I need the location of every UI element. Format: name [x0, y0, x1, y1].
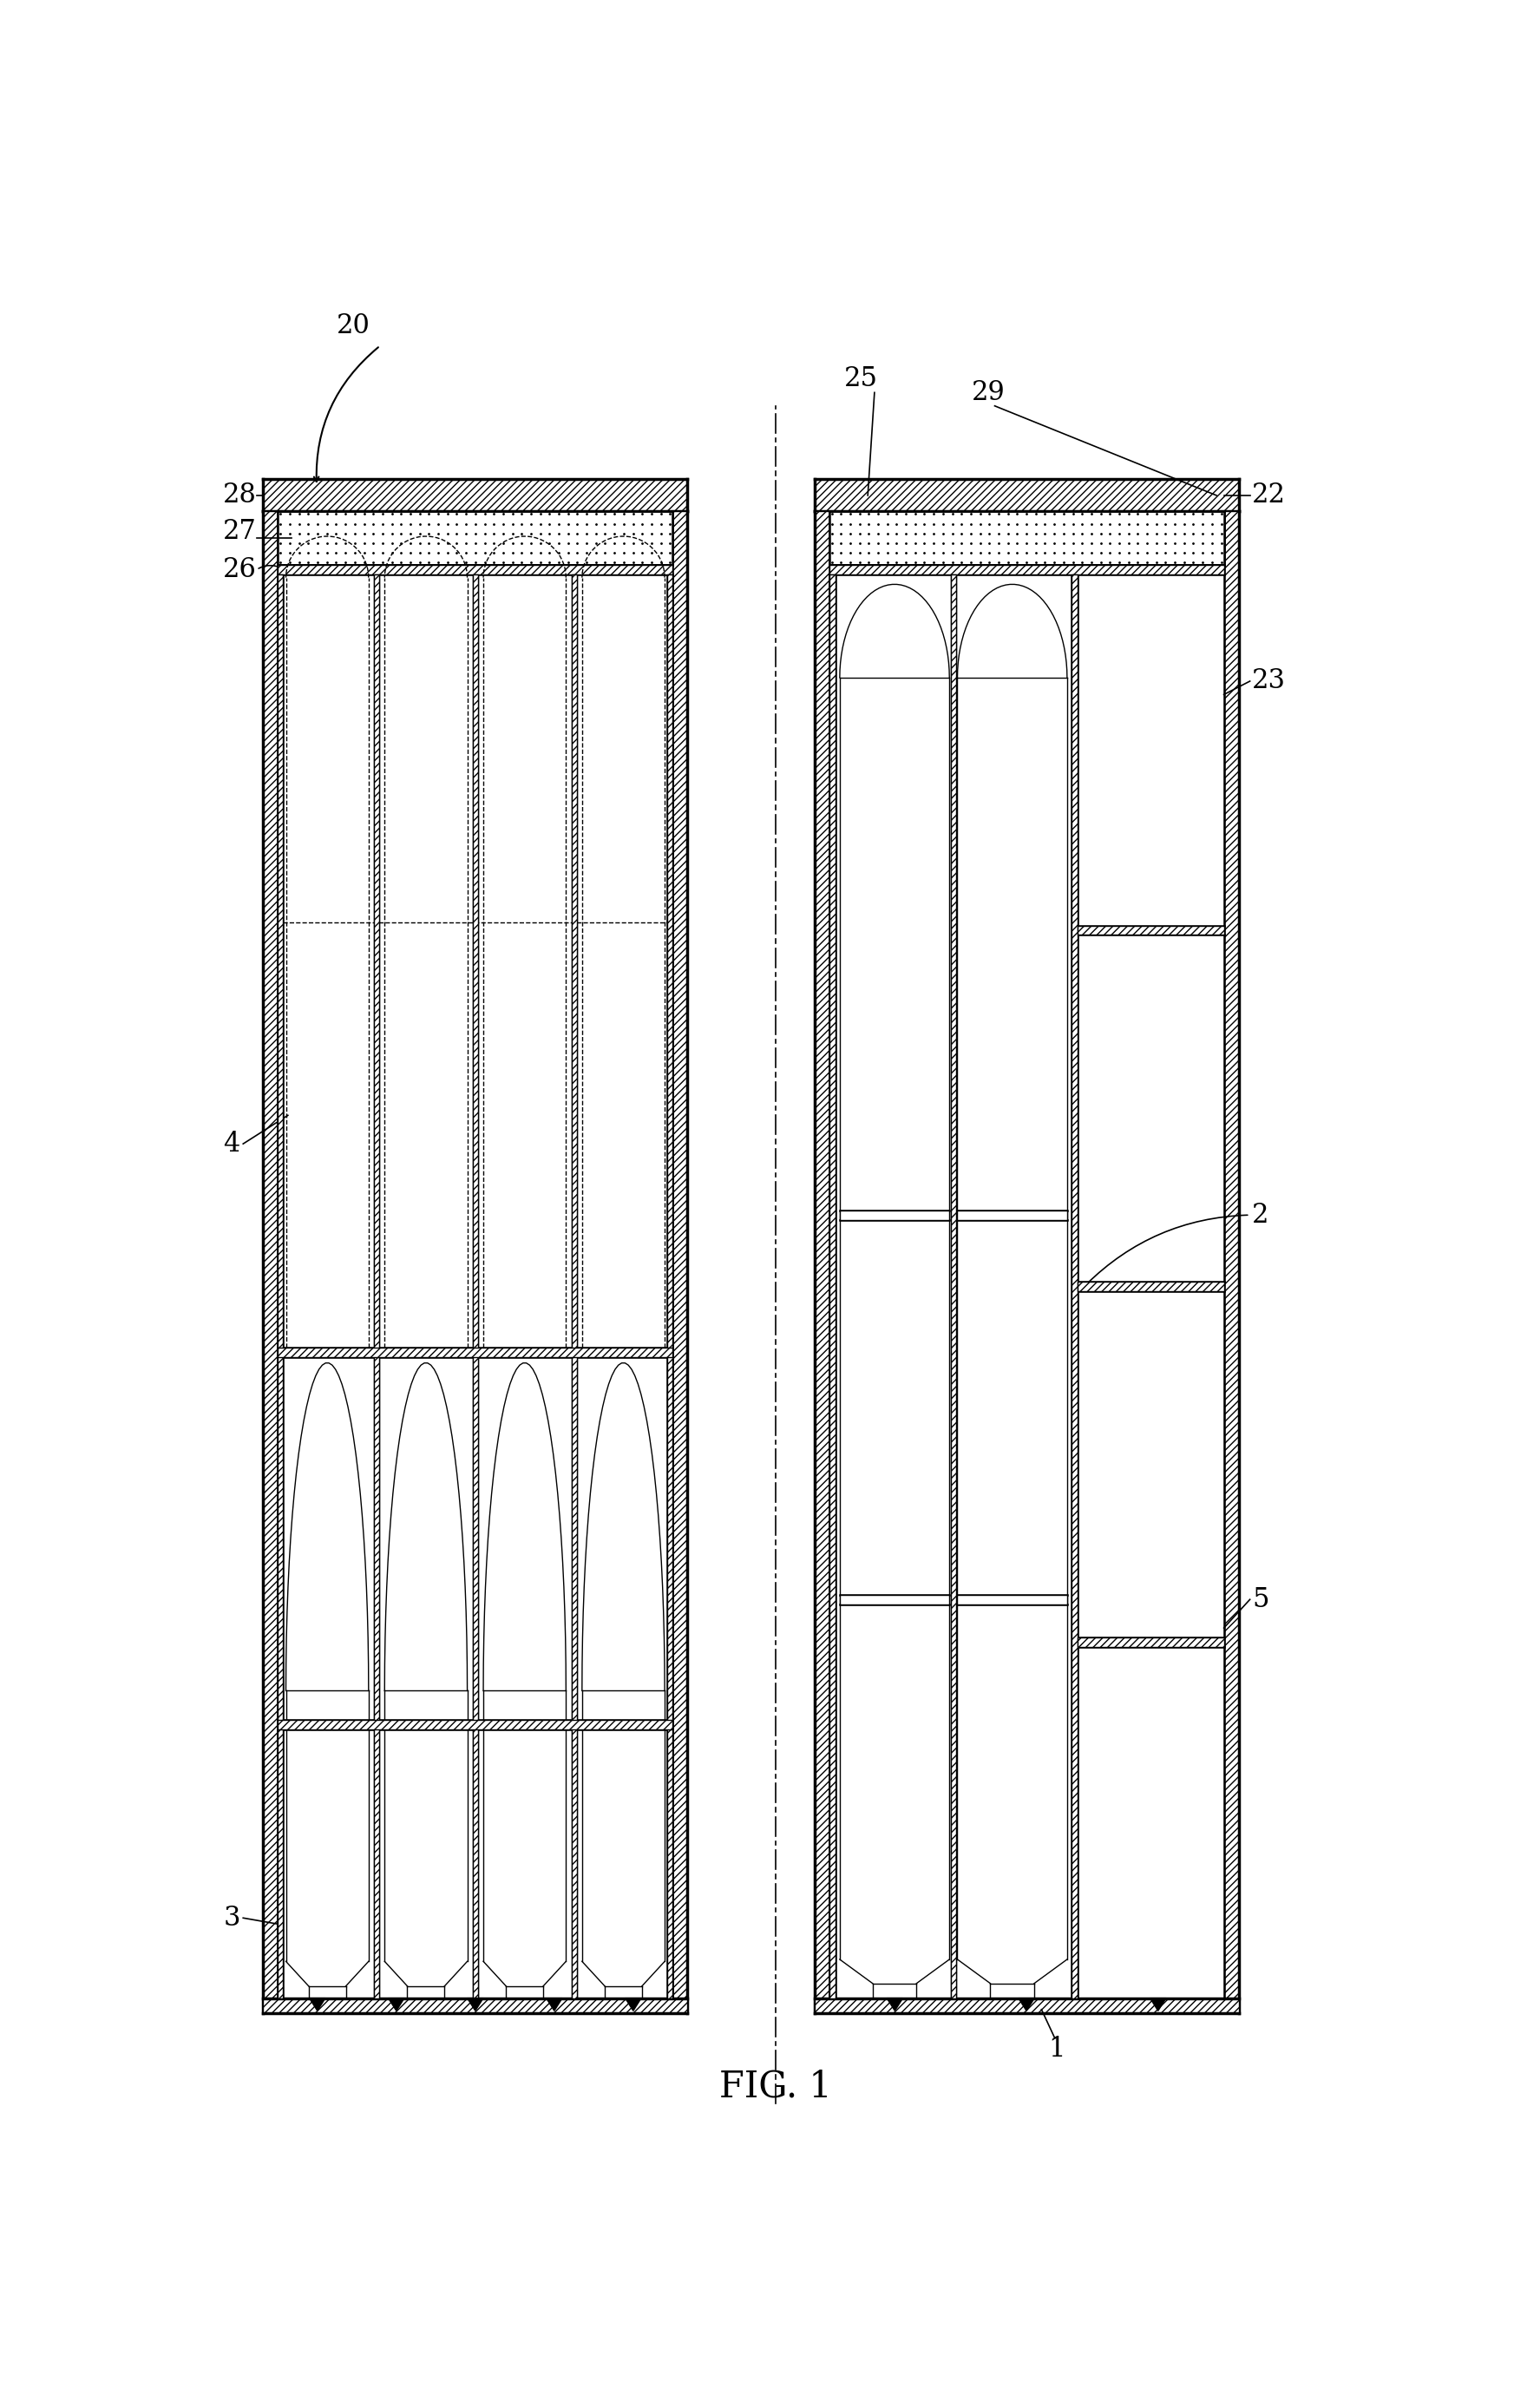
Bar: [1078, 1637, 1223, 1647]
Bar: [840, 1211, 949, 1221]
Bar: [830, 566, 1223, 573]
Text: 23: 23: [1252, 667, 1285, 694]
Text: 25: 25: [845, 366, 878, 393]
Bar: [571, 573, 577, 1999]
Bar: [279, 1348, 672, 1358]
Polygon shape: [1151, 1999, 1166, 2011]
Bar: [672, 510, 687, 2013]
Bar: [951, 573, 955, 1999]
Text: 5: 5: [1252, 1587, 1269, 1613]
Text: 4: 4: [223, 1129, 239, 1158]
Text: FIG. 1: FIG. 1: [719, 2068, 831, 2105]
Bar: [957, 1594, 1067, 1604]
Bar: [668, 573, 672, 1999]
Bar: [263, 479, 687, 510]
Bar: [830, 573, 836, 1999]
Text: 28: 28: [223, 482, 257, 508]
Bar: [279, 1719, 672, 1729]
Text: 22: 22: [1252, 482, 1285, 508]
Bar: [815, 479, 1238, 510]
Polygon shape: [887, 1999, 902, 2011]
Bar: [279, 566, 672, 573]
Polygon shape: [1019, 1999, 1034, 2011]
Text: 26: 26: [223, 556, 257, 583]
Bar: [263, 1999, 687, 2013]
Bar: [815, 510, 830, 2013]
Polygon shape: [309, 1999, 326, 2011]
Text: 2: 2: [1252, 1202, 1269, 1228]
Bar: [472, 573, 478, 1999]
Bar: [263, 510, 279, 2013]
Bar: [1078, 925, 1223, 934]
Bar: [279, 510, 672, 566]
Bar: [1223, 510, 1238, 2013]
Text: 3: 3: [223, 1905, 241, 1931]
Polygon shape: [625, 1999, 642, 2011]
Text: 1: 1: [1048, 2037, 1064, 2064]
Bar: [1070, 573, 1078, 1999]
Text: 27: 27: [223, 518, 257, 544]
Bar: [830, 510, 1223, 566]
Text: 20: 20: [336, 313, 371, 340]
Polygon shape: [547, 1999, 562, 2011]
Polygon shape: [388, 1999, 404, 2011]
Polygon shape: [468, 1999, 483, 2011]
Text: 29: 29: [972, 378, 1005, 407]
Bar: [1078, 1281, 1223, 1291]
Bar: [840, 1594, 949, 1604]
Bar: [957, 1211, 1067, 1221]
Bar: [815, 1999, 1238, 2013]
Bar: [374, 573, 380, 1999]
Bar: [279, 573, 283, 1999]
